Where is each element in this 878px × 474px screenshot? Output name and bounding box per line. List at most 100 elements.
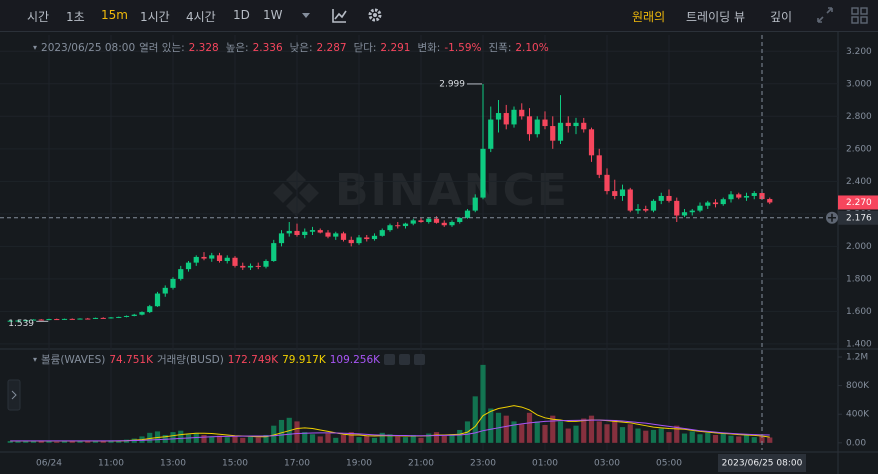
volume-bar <box>263 434 269 443</box>
candle-body <box>658 195 664 201</box>
layout-icon[interactable] <box>851 16 859 24</box>
candle-body <box>154 293 161 307</box>
fullscreen-icon[interactable] <box>817 7 833 23</box>
legend-icon[interactable] <box>399 354 411 365</box>
candle-body <box>519 109 525 117</box>
volume-bar <box>604 424 610 443</box>
volume-bar <box>418 437 424 443</box>
legend-label: 볼륨(WAVES) <box>41 354 106 366</box>
volume-bar <box>77 440 83 443</box>
candle-body <box>123 315 130 317</box>
volume-bar <box>650 429 657 443</box>
candle-body <box>705 202 711 206</box>
candle-body <box>643 208 649 211</box>
candle-body <box>224 257 230 262</box>
y-tick-label: 2.000 <box>846 242 872 252</box>
candle-body <box>46 319 52 321</box>
settings-icon-core <box>373 13 377 17</box>
volume-bar <box>681 433 688 443</box>
candle-body <box>767 199 773 203</box>
settings-icon[interactable] <box>368 8 382 22</box>
interval-tab[interactable]: 1시간 <box>140 10 170 24</box>
candle-body <box>666 195 672 201</box>
volume-bar <box>410 434 416 443</box>
volume-bar <box>54 441 60 443</box>
candle-body <box>573 122 579 127</box>
legend-value: 74.751K <box>109 353 153 366</box>
candle-body <box>23 320 29 322</box>
volume-bar <box>565 428 571 443</box>
add-alert-plus <box>828 213 836 222</box>
volume-bar <box>643 430 649 443</box>
candle-body <box>178 269 184 279</box>
crosshair-time: 2023/06/25 08:00 <box>722 459 803 469</box>
volume-bar <box>511 421 517 443</box>
interval-tab[interactable]: 시간 <box>27 10 50 24</box>
candle-body <box>216 255 223 262</box>
y-tick-label: 800K <box>846 381 870 391</box>
candle-body <box>426 218 432 222</box>
candle-body <box>550 126 556 141</box>
legend-icon[interactable] <box>384 354 396 365</box>
volume-bar <box>449 434 455 443</box>
collapse-button[interactable] <box>7 379 21 411</box>
y-tick-label: 1.400 <box>846 339 872 349</box>
candle-body <box>612 191 618 196</box>
legend-value: 172.749K <box>227 353 279 366</box>
volume-bar <box>534 421 540 443</box>
interval-tab[interactable]: 1W <box>263 8 283 22</box>
volume-bar <box>736 436 742 443</box>
volume-bar <box>123 439 130 443</box>
interval-tab[interactable]: 4시간 <box>186 10 216 24</box>
view-tab[interactable]: 원래의 <box>632 10 666 24</box>
interval-tab[interactable]: 1초 <box>66 10 85 24</box>
candle-body <box>356 237 362 244</box>
header-label: 진폭: <box>488 42 512 54</box>
candle-body <box>201 256 207 259</box>
x-tick-label: 21:00 <box>408 459 434 469</box>
volume-bar <box>619 427 626 443</box>
candle-body <box>278 233 285 244</box>
layout-icon[interactable] <box>860 7 868 15</box>
candle-body <box>565 122 571 127</box>
volume-bar <box>596 421 602 443</box>
crosshair-price-tag <box>838 210 878 225</box>
x-tick-label: 05:00 <box>656 459 682 469</box>
volume-bar <box>433 432 440 443</box>
candle-body <box>395 225 401 227</box>
candle-body <box>689 210 695 213</box>
candle-body <box>85 318 91 320</box>
candle-body <box>170 278 176 288</box>
volume-bar <box>426 433 432 443</box>
layout-icon[interactable] <box>860 16 868 24</box>
watermark-logo <box>273 170 319 216</box>
candle-body <box>348 239 354 244</box>
dropdown-icon[interactable] <box>302 13 310 18</box>
layout-icon[interactable] <box>851 7 859 15</box>
interval-tab[interactable]: 15m <box>101 8 128 22</box>
volume-bar <box>550 415 556 443</box>
candle-body <box>418 220 424 222</box>
view-tab[interactable]: 깊이 <box>770 10 793 24</box>
interval-tab[interactable]: 1D <box>233 8 250 22</box>
crosshair-price: 2.176 <box>846 213 872 223</box>
indicator-icon[interactable] <box>332 9 347 23</box>
x-tick-label: 06/24 <box>36 459 62 469</box>
volume-bar <box>170 432 176 443</box>
legend-icon[interactable] <box>414 354 426 365</box>
collapse-caret: ▾ <box>33 43 38 52</box>
x-tick-label: 19:00 <box>346 459 372 469</box>
candle-body <box>720 199 726 205</box>
header-value: 2.291 <box>380 41 411 54</box>
candle-body <box>15 320 21 322</box>
x-tick-label: 15:00 <box>222 459 248 469</box>
candle-body <box>495 113 502 120</box>
volume-bar <box>573 425 579 443</box>
y-tick-label: 3.200 <box>846 47 872 57</box>
y-tick-label: 400K <box>846 410 870 420</box>
candle-body <box>255 265 261 267</box>
volume-bar <box>395 436 401 443</box>
volume-bar <box>15 441 21 443</box>
view-tab[interactable]: 트레이딩 뷰 <box>686 10 746 24</box>
volume-bar <box>69 441 75 443</box>
